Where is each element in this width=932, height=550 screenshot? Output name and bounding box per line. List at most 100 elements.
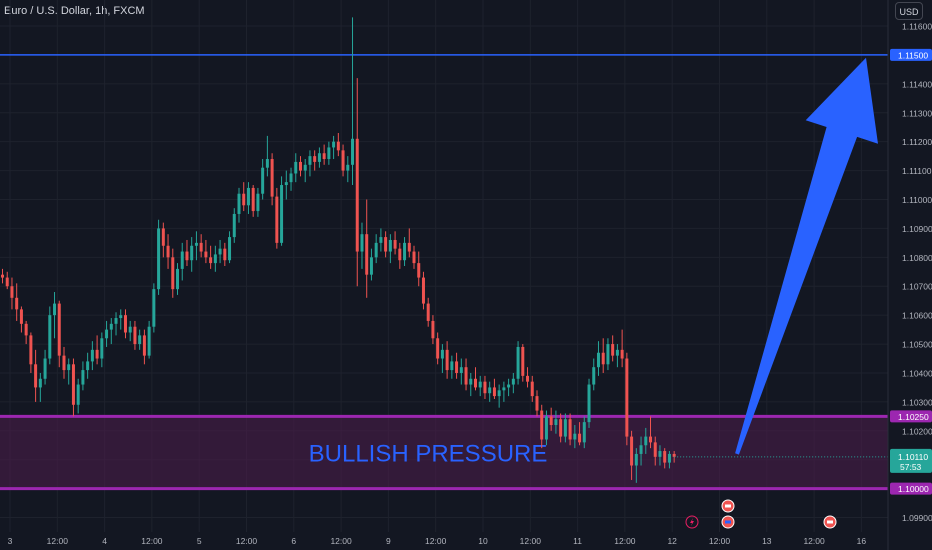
price-label-box xyxy=(890,48,932,61)
candle-body xyxy=(625,358,629,437)
candle-body xyxy=(332,141,336,148)
candle-body xyxy=(10,286,14,298)
candle-body xyxy=(436,338,440,359)
candle-body xyxy=(407,242,411,252)
candle-body xyxy=(587,384,591,423)
candle-body xyxy=(559,419,563,437)
candle-body xyxy=(601,352,605,365)
candle-body xyxy=(596,352,600,368)
candle-body xyxy=(346,164,350,171)
candle-body xyxy=(29,335,33,365)
candle-body xyxy=(360,234,364,252)
y-tick-label: 1.11600 xyxy=(902,22,932,32)
candle-body xyxy=(421,277,425,304)
candle-body xyxy=(298,161,302,171)
price-label-text: 1.10000 xyxy=(898,484,929,494)
y-tick-label: 1.09900 xyxy=(902,513,932,523)
candle-body xyxy=(634,453,638,466)
y-tick-label: 1.10300 xyxy=(902,397,932,407)
candle-body xyxy=(275,196,279,243)
candle-body xyxy=(256,193,260,212)
candle-body xyxy=(15,297,19,310)
candle-body xyxy=(455,361,459,373)
candle-body xyxy=(114,318,118,324)
candle-body xyxy=(563,419,567,437)
candle-body xyxy=(5,277,9,287)
y-tick-label: 1.11000 xyxy=(902,195,932,205)
candle-body xyxy=(213,254,217,264)
candle-body xyxy=(237,193,241,214)
x-tick-label: 12:00 xyxy=(803,536,825,546)
candle-body xyxy=(658,451,662,457)
candle-body xyxy=(147,326,151,356)
y-tick-label: 1.11100 xyxy=(902,166,932,176)
candle-body xyxy=(322,153,326,160)
x-tick-label: 12:00 xyxy=(709,536,731,546)
x-tick-label: 12:00 xyxy=(520,536,542,546)
candle-body xyxy=(81,370,85,385)
candle-body xyxy=(289,173,293,183)
candle-body xyxy=(308,156,312,165)
candle-body xyxy=(611,344,615,356)
x-tick-label: 12:00 xyxy=(614,536,636,546)
x-tick-label: 6 xyxy=(291,536,296,546)
candle-body xyxy=(109,323,113,330)
candle-body xyxy=(483,381,487,394)
candle-body xyxy=(535,396,539,411)
candle-body xyxy=(412,251,416,264)
candle-body xyxy=(270,159,274,197)
x-tick-label: 12:00 xyxy=(141,536,163,546)
x-tick-label: 11 xyxy=(573,536,582,546)
price-label-box xyxy=(890,410,932,423)
x-tick-label: 12:00 xyxy=(47,536,69,546)
candle-body xyxy=(284,182,288,186)
y-tick-label: 1.10800 xyxy=(902,253,932,263)
currency-button[interactable]: USD xyxy=(895,2,923,20)
candle-body xyxy=(199,242,203,252)
candle-body xyxy=(142,335,146,356)
candle-body xyxy=(403,242,407,261)
candle-body xyxy=(232,213,236,238)
candle-body xyxy=(606,344,610,365)
candle-body xyxy=(204,251,208,258)
candle-body xyxy=(190,245,194,261)
candle-body xyxy=(672,453,676,457)
candle-body xyxy=(251,187,255,212)
candle-body xyxy=(431,320,435,339)
price-label-text: 1.10250 xyxy=(898,412,929,422)
candle-body xyxy=(48,315,52,359)
candle-body xyxy=(644,436,648,446)
candle-body xyxy=(459,367,463,373)
candle-body xyxy=(265,159,269,168)
candle-body xyxy=(138,335,142,345)
x-tick-label: 12 xyxy=(667,536,677,546)
candle-body xyxy=(379,237,383,243)
candle-body xyxy=(474,378,477,388)
y-tick-label: 1.11200 xyxy=(902,137,932,147)
candle-body xyxy=(502,387,506,391)
candle-body xyxy=(67,364,71,371)
candle-body xyxy=(123,315,127,333)
candle-body xyxy=(469,378,473,385)
candle-body xyxy=(294,161,298,174)
candle-body xyxy=(161,228,165,246)
candle-body xyxy=(521,346,525,376)
candle-body xyxy=(242,193,246,206)
candle-body xyxy=(194,242,198,246)
y-tick-label: 1.10900 xyxy=(902,224,932,234)
candle-body xyxy=(71,364,75,405)
x-tick-label: 4 xyxy=(102,536,107,546)
candle-body xyxy=(388,239,392,252)
candle-body xyxy=(355,138,359,252)
x-tick-label: 16 xyxy=(857,536,867,546)
candle-body xyxy=(327,147,331,160)
y-tick-label: 1.10400 xyxy=(902,368,932,378)
candle-body xyxy=(615,349,619,356)
price-label-text: 1.11500 xyxy=(898,50,928,60)
candle-body xyxy=(440,349,444,359)
candle-body xyxy=(653,442,657,457)
candle-body xyxy=(176,268,180,290)
candle-body xyxy=(95,349,99,359)
candle-body xyxy=(38,378,42,388)
